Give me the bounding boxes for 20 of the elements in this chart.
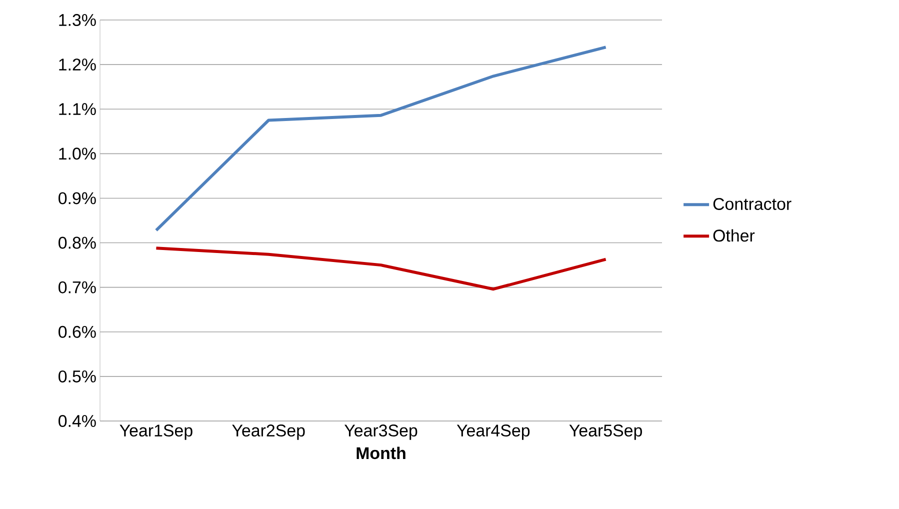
y-tick-label: 0.8% (58, 236, 96, 249)
x-tick-label: Year2Sep (232, 424, 305, 440)
y-tick-label: 1.0% (59, 148, 96, 160)
y-tick-label: 0.6% (58, 326, 96, 338)
y-tick-label: 0.4% (58, 415, 96, 427)
x-tick-label: Year4Sep (456, 424, 530, 440)
legend-label: Other (713, 229, 755, 242)
line-series (154, 46, 608, 232)
y-tick-label: 1.1% (59, 103, 96, 116)
x-tick-label: Year3Sep (344, 424, 418, 440)
y-tick-label: 0.9% (58, 192, 96, 204)
x-axis-title: Month (356, 446, 406, 460)
legend-label: Contractor (713, 198, 792, 210)
y-tick-label: 1.3% (59, 14, 96, 26)
y-tick-label: 0.5% (58, 370, 96, 382)
x-tick-label: Year1Sep (120, 424, 192, 440)
line-series (154, 246, 608, 291)
y-tick-label: 1.2% (59, 58, 96, 71)
x-tick-label: Year5Sep (569, 424, 642, 440)
y-tick-label: 0.7% (58, 281, 96, 294)
